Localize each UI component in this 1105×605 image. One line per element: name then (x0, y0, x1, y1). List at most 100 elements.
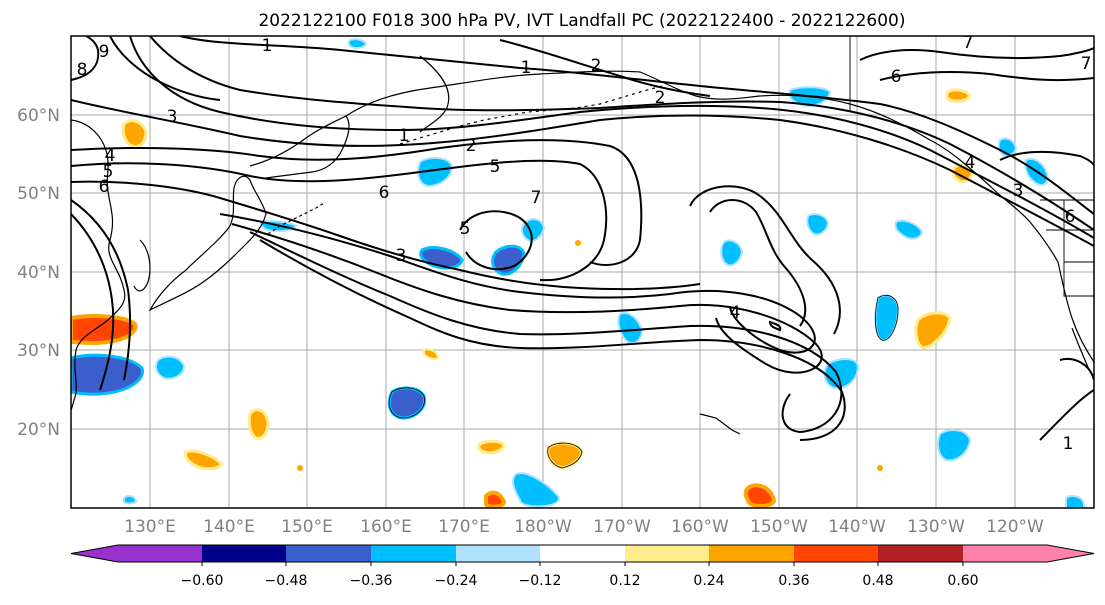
japan-coastline (148, 175, 267, 312)
colorbar-segment (540, 545, 625, 562)
pv-contour-line (999, 150, 1094, 167)
contour-label: 2 (591, 56, 602, 76)
pv-contour-line (231, 223, 823, 374)
latitude-labels: 60°N 50°N 40°N 30°N 20°N (17, 106, 60, 440)
pv-contour-line (689, 185, 841, 335)
pv-blob-positive (743, 483, 777, 508)
colorbar-extend-max (1047, 545, 1094, 562)
lon-label: 130°E (124, 517, 176, 537)
contour-label: 6 (891, 67, 902, 87)
colorbar-segment (371, 545, 456, 562)
colorbar-tick-label: −0.36 (350, 573, 393, 589)
colorbar-segment (625, 545, 709, 562)
alaska-coastline (345, 70, 1059, 263)
pv-contour-line (71, 99, 1094, 247)
pv-contour-line (149, 36, 1094, 231)
contour-label: 2 (655, 88, 666, 108)
lat-label: 60°N (17, 106, 60, 126)
lon-label: 170°W (593, 517, 651, 537)
pv-contour-line (71, 199, 132, 381)
map-panel: 1 1 1 1 2 2 2 3 3 3 4 4 4 5 5 5 6 6 6 6 … (70, 33, 1095, 509)
contour-label: 2 (466, 136, 477, 156)
colorbar-tick-label: 0.60 (947, 573, 978, 589)
contour-label: 3 (396, 246, 407, 266)
contour-label: 1 (262, 36, 273, 56)
pv-blob-negative (894, 219, 924, 240)
lon-label: 180°W (514, 517, 572, 537)
pv-blob-positive (423, 348, 440, 360)
pv-thin-contours (388, 294, 899, 469)
pv-blob-positive (575, 240, 581, 246)
us-state-borders (1046, 200, 1094, 297)
korea-coastline (133, 239, 151, 292)
pv-blob-negative (937, 429, 972, 462)
colorbar-tick-label: −0.48 (265, 573, 308, 589)
lon-label: 140°E (203, 517, 255, 537)
pv-blob-positive (477, 439, 506, 455)
pv-blob-positive (877, 465, 883, 471)
contour-label: 3 (167, 107, 178, 127)
pv-contour-line (709, 199, 807, 327)
pv-contour-line (259, 239, 846, 441)
contour-label: 9 (99, 42, 110, 62)
pv-contour-line (71, 159, 608, 282)
pv-blob-negative (512, 472, 560, 508)
hawaii-islands (699, 413, 741, 435)
pv-blob-positive (247, 408, 270, 440)
pv-blob-negative (720, 239, 744, 267)
pv-contour-line (1039, 389, 1094, 441)
pv-blob-negative (806, 213, 830, 236)
colorbar-segment (118, 545, 202, 562)
contour-label: 6 (99, 177, 110, 197)
pv-blob-positive (914, 311, 952, 350)
kamchatka-coastline (249, 115, 350, 179)
bering-coast (419, 55, 450, 133)
pv-blob-negative (155, 355, 186, 380)
pv-blob-positive-large (71, 314, 138, 346)
pv-contour-line (499, 39, 711, 97)
pv-contour-line (71, 36, 100, 81)
pv-blob-negative (347, 38, 368, 49)
pv-blob-negative (387, 386, 426, 420)
lon-label: 160°E (360, 517, 412, 537)
pv-contour-line (1059, 358, 1094, 381)
lat-label: 50°N (17, 184, 60, 204)
contour-label: 6 (379, 183, 390, 203)
lon-label: 170°E (438, 517, 490, 537)
colorbar-segment (963, 545, 1047, 562)
pv-contours (71, 36, 1094, 441)
pv-blob-negative (417, 156, 454, 188)
colorbar-segment (286, 545, 371, 562)
contour-label: 7 (1081, 54, 1092, 74)
lat-label: 20°N (17, 420, 60, 440)
pv-contour-line (71, 180, 701, 291)
pv-blob-negative (123, 494, 138, 505)
asia-coastline (71, 119, 126, 411)
longitude-labels: 130°E 140°E 150°E 160°E 170°E 180°W 170°… (124, 517, 1044, 537)
contour-label: 1 (1063, 434, 1074, 454)
pv-blob-positive (184, 449, 224, 471)
colorbar-segment (794, 545, 878, 562)
pv-contour-line (71, 139, 643, 266)
lat-label: 30°N (17, 341, 60, 361)
colorbar-tick-label: −0.12 (519, 573, 562, 589)
contour-label: 8 (77, 60, 88, 80)
pv-contour-line (249, 231, 843, 434)
contour-label: 7 (963, 33, 974, 53)
colorbar-extend-min (71, 545, 118, 562)
pv-blob-negative (1065, 495, 1085, 508)
map-frame (70, 35, 1095, 509)
pv-blob-positive (297, 465, 303, 471)
pv-blob-positive (945, 88, 972, 103)
pv-contour-line (219, 213, 816, 354)
pv-thin-contour (547, 442, 583, 469)
lon-label: 150°W (750, 517, 808, 537)
pv-contour-line (768, 320, 782, 332)
pv-contour-line (859, 47, 1094, 61)
colorbar-segment (456, 545, 540, 562)
lon-label: 130°W (907, 517, 965, 537)
north-america-west-coast (1057, 261, 1094, 363)
colorbar-tick-label: 0.12 (609, 573, 640, 589)
contour-label: 5 (103, 162, 114, 182)
